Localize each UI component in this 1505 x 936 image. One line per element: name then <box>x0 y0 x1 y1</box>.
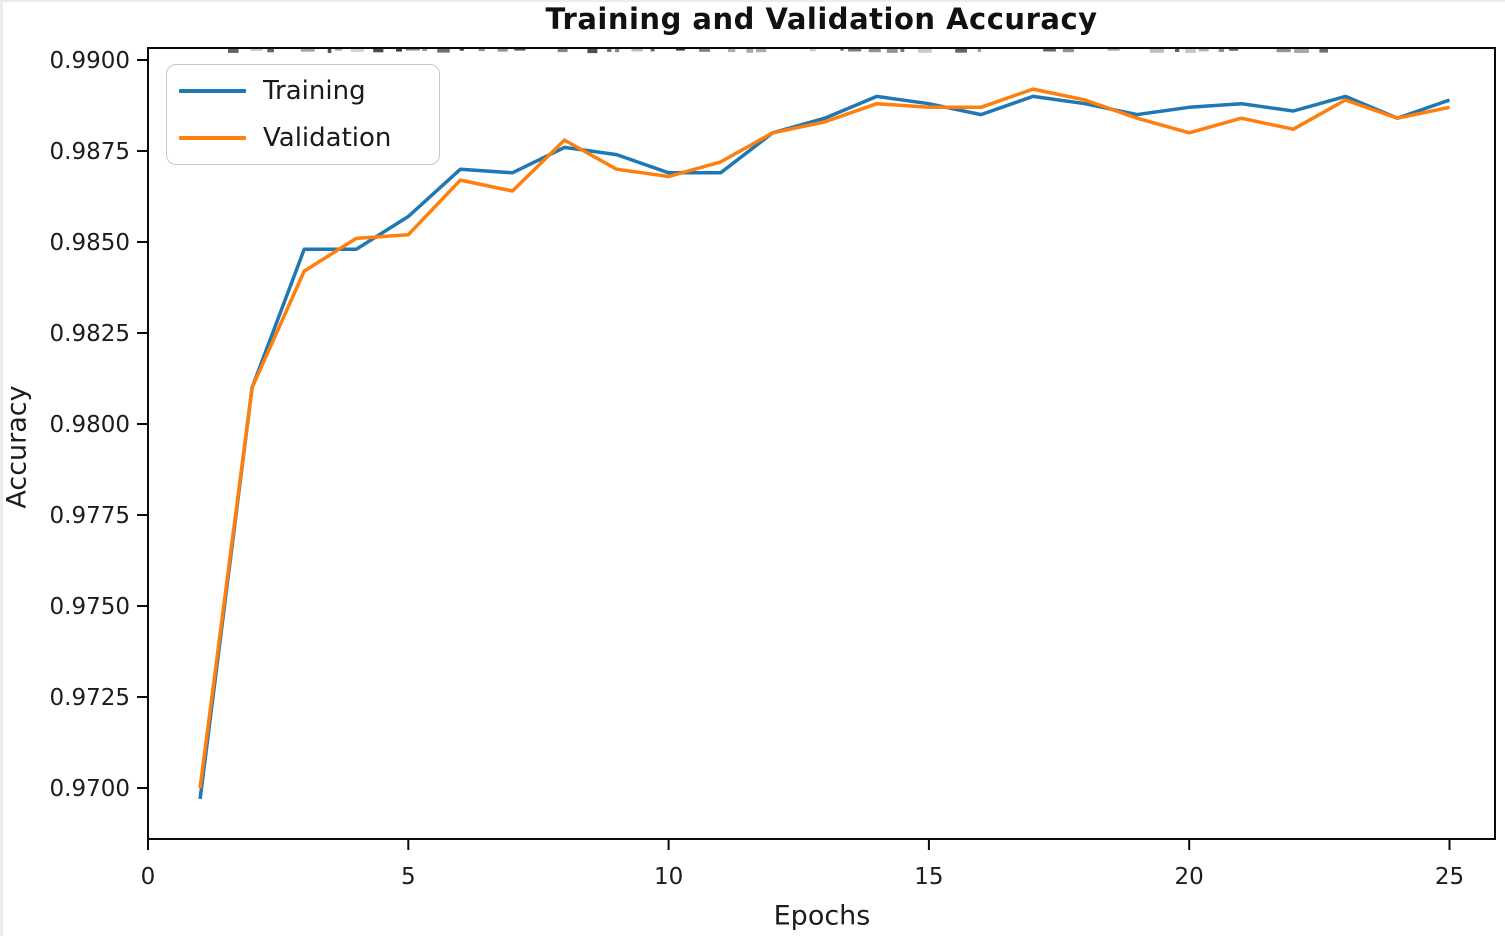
y-tick-label: 0.9800 <box>50 412 130 438</box>
screenshot-edge-top <box>0 0 1505 2</box>
y-tick-label: 0.9850 <box>50 230 130 256</box>
x-tick-label: 20 <box>1175 864 1204 890</box>
plot-border <box>147 47 1496 840</box>
y-tick-label: 0.9725 <box>50 685 130 711</box>
y-tick-label: 0.9825 <box>50 321 130 347</box>
y-tick-label: 0.9900 <box>50 48 130 74</box>
top-clipped-text-artifact <box>228 49 1328 54</box>
legend-item-training: Training <box>179 71 429 111</box>
legend: Training Validation <box>166 64 440 165</box>
y-tick-label: 0.9875 <box>50 139 130 165</box>
y-tick-label: 0.9750 <box>50 594 130 620</box>
validation-line-swatch <box>179 136 246 140</box>
x-tick-label: 5 <box>401 864 416 890</box>
legend-label-validation: Validation <box>263 123 392 153</box>
legend-label-training: Training <box>263 76 366 106</box>
x-tick-label: 15 <box>914 864 943 890</box>
y-axis-label: Accuracy <box>1 385 33 509</box>
axis-ticks: 0 5 10 15 20 25 0.9900 0.9875 0.9850 0.9825 0.9800… <box>50 48 1465 890</box>
chart-title: Training and Validation Accuracy <box>545 2 1098 36</box>
x-axis-label: Epochs <box>773 900 871 932</box>
y-tick-label: 0.9775 <box>50 503 130 529</box>
screenshot-edge-left <box>0 0 3 936</box>
y-tick-label: 0.9700 <box>50 776 130 802</box>
training-series-line <box>198 94 1451 800</box>
x-tick-label: 10 <box>654 864 683 890</box>
x-tick-label: 0 <box>141 864 156 890</box>
legend-item-validation: Validation <box>179 118 429 158</box>
training-line-swatch <box>179 89 246 93</box>
validation-series-line <box>198 87 1450 789</box>
x-tick-label: 25 <box>1435 864 1464 890</box>
